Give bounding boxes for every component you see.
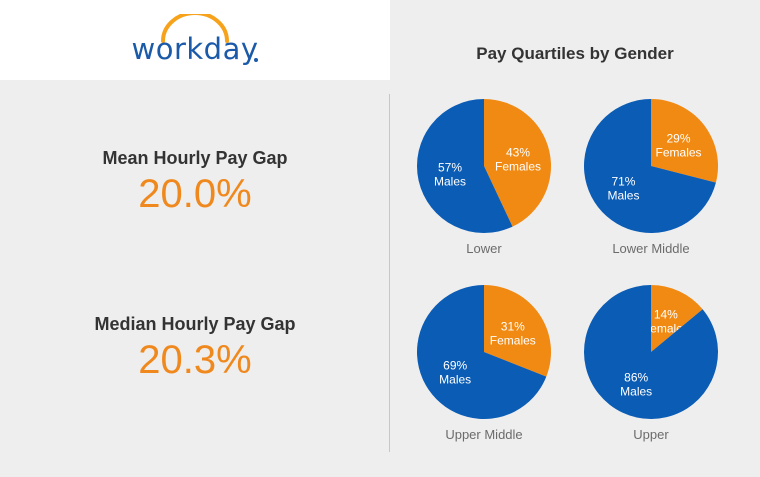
- slice-label-lower-males: 57% Males: [434, 161, 466, 189]
- workday-logo: workday: [130, 11, 260, 70]
- pie-slice-upper-middle-females: [484, 285, 551, 377]
- chart-title: Pay Quartiles by Gender: [476, 44, 674, 63]
- category-label-lower-middle: Lower Middle: [612, 241, 689, 256]
- slice-label-upper-males: 86% Males: [620, 371, 652, 399]
- pie-slice-lower-middle-females: [651, 99, 719, 183]
- slice-label-lower-middle-males: 71% Males: [607, 174, 639, 202]
- pie-slice-lower-middle-males: [584, 99, 716, 234]
- pie-slice-upper-males: [583, 285, 718, 419]
- median-pay-gap-value: 20.3%: [138, 338, 252, 382]
- logo-panel: workday: [0, 0, 390, 80]
- pie-slice-upper-middle-males: [417, 285, 547, 419]
- category-label-upper: Upper: [633, 427, 669, 442]
- category-label-lower: Lower: [466, 241, 502, 256]
- median-pay-gap-label: Median Hourly Pay Gap: [94, 314, 296, 334]
- slice-label-lower-females: 43% Females: [495, 145, 541, 173]
- slice-label-upper-middle-females: 31% Females: [490, 319, 536, 347]
- pie-slice-upper-females: [651, 285, 703, 352]
- vertical-divider: [389, 94, 390, 452]
- logo-wordmark: workday: [131, 32, 259, 66]
- pie-slice-lower-females: [484, 99, 551, 227]
- slice-label-upper-middle-males: 69% Males: [439, 359, 471, 387]
- pie-slice-lower-males: [416, 99, 513, 233]
- category-label-upper-middle: Upper Middle: [445, 427, 522, 442]
- mean-pay-gap-value: 20.0%: [138, 172, 252, 216]
- slice-label-lower-middle-females: 29% Females: [656, 132, 702, 160]
- logo-registered-mark: [254, 58, 258, 62]
- mean-pay-gap-label: Mean Hourly Pay Gap: [102, 148, 288, 168]
